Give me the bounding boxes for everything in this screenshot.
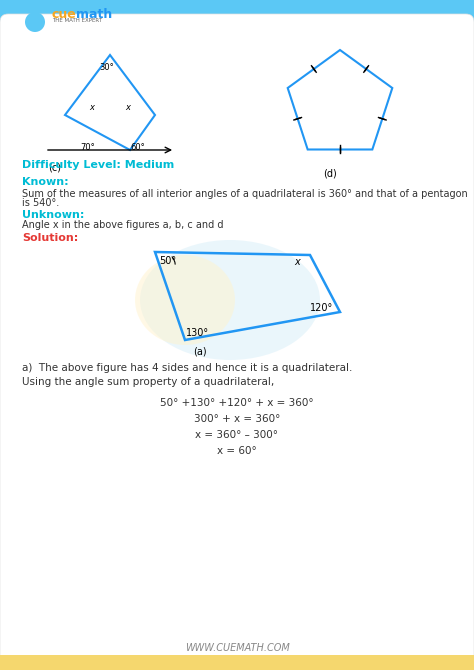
Text: x: x xyxy=(294,257,300,267)
Text: 130°: 130° xyxy=(186,328,210,338)
Text: Using the angle sum property of a quadrilateral,: Using the angle sum property of a quadri… xyxy=(22,377,274,387)
Text: Unknown:: Unknown: xyxy=(22,210,84,220)
Text: 60°: 60° xyxy=(131,143,146,153)
Text: WWW.CUEMATH.COM: WWW.CUEMATH.COM xyxy=(185,643,289,653)
Text: x = 360° – 300°: x = 360° – 300° xyxy=(195,430,279,440)
FancyBboxPatch shape xyxy=(0,14,474,670)
Bar xyxy=(0,655,474,670)
Circle shape xyxy=(25,12,45,32)
Text: (a): (a) xyxy=(193,347,207,357)
Text: Sum of the measures of all interior angles of a quadrilateral is 360° and that o: Sum of the measures of all interior angl… xyxy=(22,189,468,199)
Text: (d): (d) xyxy=(323,168,337,178)
Text: 120°: 120° xyxy=(310,303,334,313)
Text: Difficulty Level: Medium: Difficulty Level: Medium xyxy=(22,160,174,170)
Ellipse shape xyxy=(140,240,320,360)
Text: Angle x in the above figures a, b, c and d: Angle x in the above figures a, b, c and… xyxy=(22,220,224,230)
FancyBboxPatch shape xyxy=(0,0,474,25)
Text: THE MATH EXPERT: THE MATH EXPERT xyxy=(52,19,102,23)
Text: 50° +130° +120° + x = 360°: 50° +130° +120° + x = 360° xyxy=(160,398,314,408)
Text: 300° + x = 360°: 300° + x = 360° xyxy=(194,414,280,424)
Ellipse shape xyxy=(135,255,235,345)
Text: x: x xyxy=(126,103,130,113)
Text: Solution:: Solution: xyxy=(22,233,78,243)
Text: 70°: 70° xyxy=(81,143,95,153)
Text: x = 60°: x = 60° xyxy=(217,446,257,456)
Text: Known:: Known: xyxy=(22,177,69,187)
Text: (c): (c) xyxy=(48,163,62,173)
Text: cue: cue xyxy=(52,7,77,21)
Text: 30°: 30° xyxy=(100,64,114,72)
Text: is 540°.: is 540°. xyxy=(22,198,59,208)
Text: math: math xyxy=(76,7,112,21)
Text: 50°: 50° xyxy=(159,256,176,266)
Text: x: x xyxy=(90,103,94,113)
Text: a)  The above figure has 4 sides and hence it is a quadrilateral.: a) The above figure has 4 sides and henc… xyxy=(22,363,352,373)
